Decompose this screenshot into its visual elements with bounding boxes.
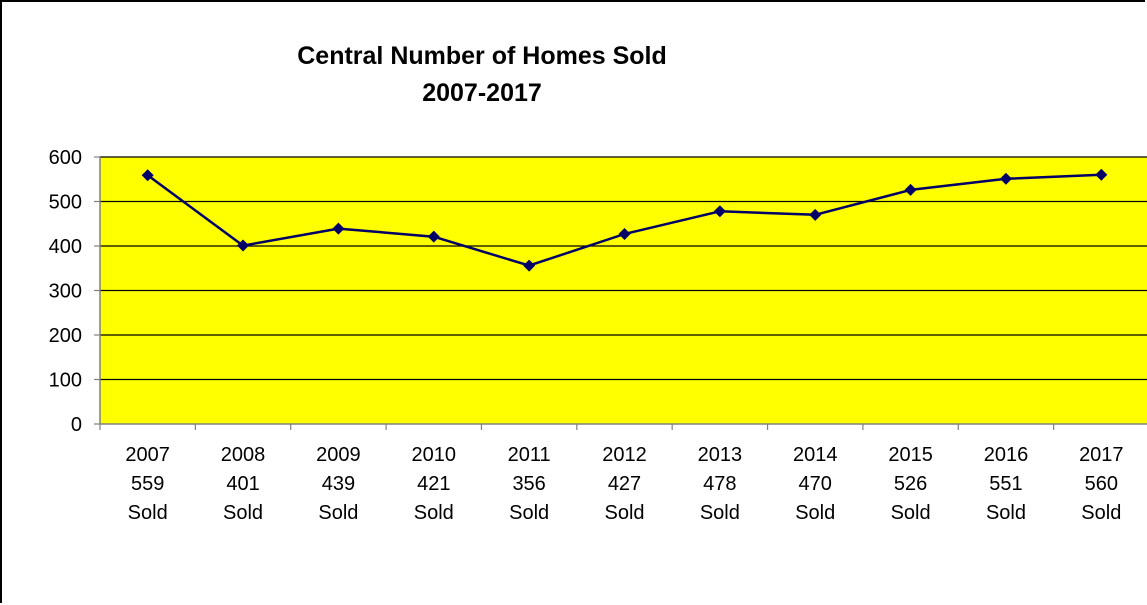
gridlines: [100, 156, 1147, 381]
x-tick-label: 2013 478 Sold: [698, 444, 743, 524]
x-tick-label: 2014 470 Sold: [793, 444, 838, 524]
data-point-marker: [713, 205, 726, 218]
x-tick-label: 2012 427 Sold: [602, 444, 647, 524]
data-markers: [141, 168, 1108, 272]
data-point-marker: [427, 230, 440, 243]
data-point-marker: [618, 227, 631, 240]
chart-subtitle: 2007-2017: [422, 79, 542, 107]
data-point-marker: [237, 239, 250, 252]
data-point-marker: [141, 169, 154, 182]
x-tick-label: 2015 526 Sold: [888, 444, 933, 524]
x-tick-label: 2007 559 Sold: [125, 444, 170, 524]
y-tick-label: 0: [71, 414, 82, 436]
y-tick-label: 400: [49, 236, 82, 258]
x-tick-label: 2011 356 Sold: [508, 444, 551, 524]
y-tick-label: 600: [49, 147, 82, 169]
data-point-marker: [1095, 168, 1108, 181]
y-tick-label: 200: [49, 325, 82, 347]
chart-title: Central Number of Homes Sold: [297, 42, 667, 70]
data-point-marker: [332, 222, 345, 235]
y-axis-ticks: 0 100 200 300 400 500 600: [49, 147, 82, 436]
x-tick-label: 2009 439 Sold: [316, 444, 361, 524]
y-tick-label: 500: [49, 192, 82, 214]
y-tick-label: 300: [49, 281, 82, 303]
data-point-marker: [523, 259, 536, 272]
x-tick-label: 2008 401 Sold: [221, 444, 266, 524]
x-tick-label: 2016 551 Sold: [984, 444, 1029, 524]
data-point-marker: [999, 172, 1012, 185]
x-tick-label: 2010 421 Sold: [412, 444, 457, 524]
x-tick-label: 2017 560 Sold: [1079, 444, 1124, 524]
x-axis-ticks: 2007 559 Sold 2008 401 Sold 2009 439 Sold 2010 421…: [125, 444, 1123, 524]
data-point-marker: [904, 183, 917, 196]
y-tick-label: 100: [49, 370, 82, 392]
data-point-marker: [809, 208, 822, 221]
axes: [94, 156, 1147, 430]
